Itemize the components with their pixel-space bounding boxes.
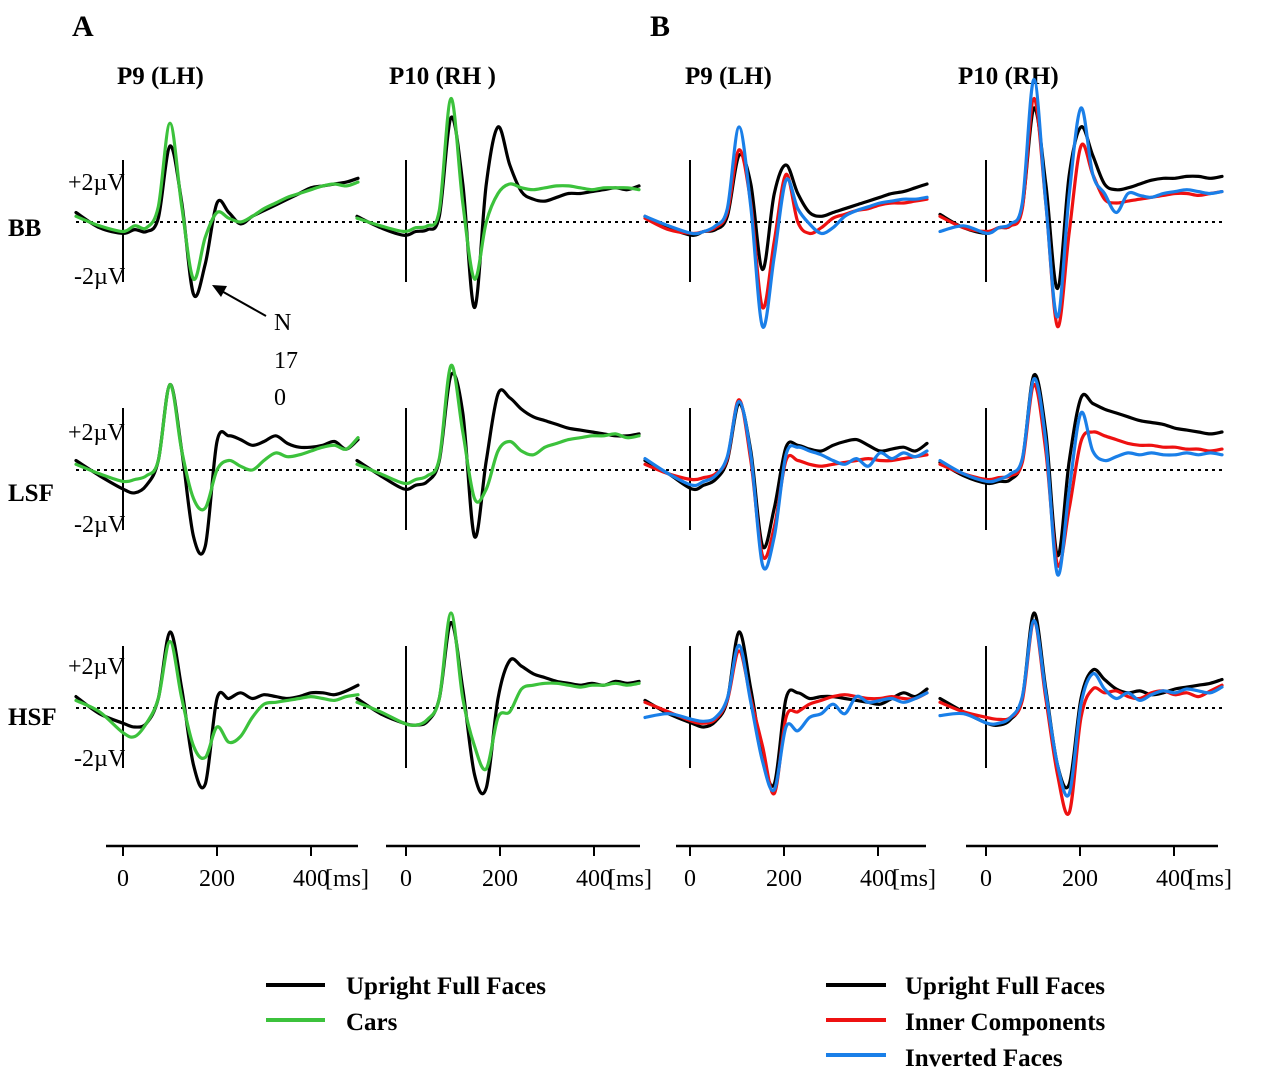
series-upright-full-faces-b-1-lsf xyxy=(938,373,1224,558)
series-cars-a-0-bb xyxy=(74,121,360,281)
series-inverted-faces-b-0-bb xyxy=(643,125,929,329)
series-inner-components-b-1-bb xyxy=(938,96,1224,329)
legend-b-label-inner: Inner Components xyxy=(905,1009,1106,1036)
amp-neg-bb: -2µV xyxy=(74,264,126,290)
legend-a-label-cars: Cars xyxy=(346,1009,398,1036)
series-cars-a-1-bb xyxy=(355,96,641,281)
row-label-bb: BB xyxy=(8,215,41,242)
series-upright-full-faces-b-0-hsf xyxy=(643,630,929,788)
time-tick-label-3-0: 0 xyxy=(980,866,992,892)
time-tick-label-0-2: 400 xyxy=(293,866,329,892)
time-unit-1: [ms] xyxy=(608,866,652,892)
time-tick-label-1-2: 400 xyxy=(576,866,612,892)
series-inverted-faces-b-0-hsf xyxy=(643,643,929,793)
series-cars-a-0-lsf xyxy=(74,382,360,512)
series-upright-full-faces-a-1-lsf xyxy=(355,371,641,539)
series-cars-a-1-hsf xyxy=(355,611,641,772)
time-unit-0: [ms] xyxy=(325,866,369,892)
series-inner-components-b-1-hsf xyxy=(938,620,1224,816)
time-axes: 0 200 400[ms] 0 200 400[ms] 0 200 400[ms] 0 200 400… xyxy=(106,844,1232,892)
amp-neg-hsf: -2µV xyxy=(74,746,126,772)
series-upright-full-faces-a-0-lsf xyxy=(74,382,360,556)
annotation-line3: 0 xyxy=(274,385,286,411)
time-unit-3: [ms] xyxy=(1188,866,1232,892)
series-inverted-faces-b-1-hsf xyxy=(938,618,1224,798)
series-inverted-faces-b-1-bb xyxy=(938,77,1224,319)
amp-pos-lsf: +2µV xyxy=(68,420,125,446)
series-cars-a-1-lsf xyxy=(355,363,641,504)
time-tick-label-0-1: 200 xyxy=(199,866,235,892)
panel-a-label: A xyxy=(72,10,94,43)
amp-pos-bb: +2µV xyxy=(68,170,125,196)
series-cars-a-0-hsf xyxy=(74,639,360,760)
series-upright-full-faces-a-1-bb xyxy=(355,115,641,310)
waveforms xyxy=(74,77,1225,816)
series-upright-full-faces-b-0-bb xyxy=(643,152,929,272)
title-a-p10: P10 (RH ) xyxy=(389,63,496,90)
amp-neg-lsf: -2µV xyxy=(74,512,126,538)
n170-arrow-line xyxy=(217,288,267,317)
time-tick-label-0-0: 0 xyxy=(117,866,129,892)
series-inverted-faces-b-1-lsf xyxy=(938,377,1224,577)
time-tick-label-1-1: 200 xyxy=(482,866,518,892)
row-label-lsf: LSF xyxy=(8,480,54,507)
panel-b-label: B xyxy=(650,10,670,43)
time-tick-label-3-2: 400 xyxy=(1156,866,1192,892)
time-tick-label-2-0: 0 xyxy=(684,866,696,892)
amp-pos-hsf: +2µV xyxy=(68,654,125,680)
time-tick-label-3-1: 200 xyxy=(1062,866,1098,892)
series-upright-full-faces-b-1-bb xyxy=(938,106,1224,291)
annotation-line2: 17 xyxy=(274,348,298,374)
legend-b-label-inverted: Inverted Faces xyxy=(905,1045,1063,1072)
title-a-p9: P9 (LH) xyxy=(117,63,204,90)
series-upright-full-faces-b-0-lsf xyxy=(643,401,929,550)
series-upright-full-faces-a-0-bb xyxy=(74,144,360,299)
annotation-line1: N xyxy=(274,310,291,336)
series-inner-components-b-0-lsf xyxy=(643,398,929,560)
title-b-p10: P10 (RH) xyxy=(958,63,1059,90)
row-label-hsf: HSF xyxy=(8,704,57,731)
series-inner-components-b-0-bb xyxy=(643,148,929,310)
time-unit-2: [ms] xyxy=(892,866,936,892)
title-b-p9: P9 (LH) xyxy=(685,63,772,90)
time-tick-label-2-2: 400 xyxy=(860,866,896,892)
n170-arrow-head xyxy=(212,285,227,297)
series-inner-components-b-0-hsf xyxy=(643,649,929,796)
legend-b-label-faces: Upright Full Faces xyxy=(905,973,1105,1000)
legend-a-label-faces: Upright Full Faces xyxy=(346,973,546,1000)
series-inverted-faces-b-0-lsf xyxy=(643,399,929,571)
time-tick-label-1-0: 0 xyxy=(400,866,412,892)
time-tick-label-2-1: 200 xyxy=(766,866,802,892)
